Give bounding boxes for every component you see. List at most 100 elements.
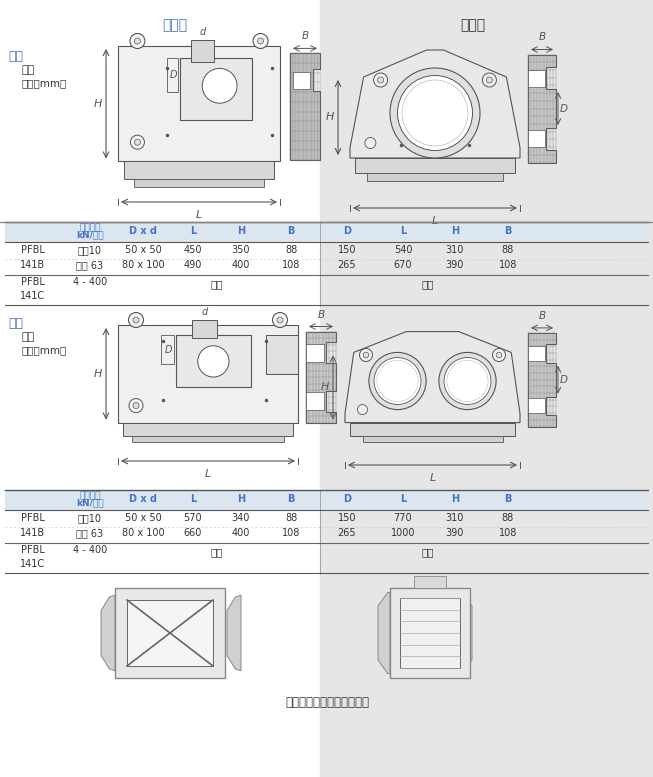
Text: D: D: [343, 494, 351, 504]
Bar: [528, 130, 545, 148]
Circle shape: [135, 38, 140, 44]
Circle shape: [374, 73, 388, 87]
Text: PFBL: PFBL: [21, 513, 45, 523]
Text: 340: 340: [232, 513, 250, 523]
Bar: [306, 392, 324, 409]
Text: 最大 63: 最大 63: [76, 260, 104, 270]
Bar: [390, 588, 470, 678]
Text: kN/压头: kN/压头: [76, 230, 104, 239]
Circle shape: [253, 33, 268, 48]
Text: H: H: [237, 494, 245, 504]
Text: 定制: 定制: [421, 547, 434, 557]
Text: 4 - 400: 4 - 400: [73, 545, 107, 555]
Circle shape: [439, 353, 496, 409]
Bar: [0, 0, 320, 777]
Polygon shape: [306, 332, 336, 423]
Text: 570: 570: [183, 513, 202, 523]
Circle shape: [483, 73, 496, 87]
Text: 固定轴: 固定轴: [163, 18, 187, 32]
Text: 尺寸: 尺寸: [8, 317, 23, 330]
Text: H: H: [94, 369, 102, 378]
Text: 660: 660: [183, 528, 202, 538]
Text: PFBL: PFBL: [21, 245, 45, 255]
Bar: [528, 399, 545, 413]
Circle shape: [492, 349, 505, 361]
Bar: [350, 423, 515, 436]
Text: D x d: D x d: [129, 226, 157, 236]
Circle shape: [198, 346, 229, 377]
Text: 最小10: 最小10: [78, 513, 102, 523]
Bar: [118, 46, 280, 162]
Bar: [355, 158, 515, 173]
Text: D x d: D x d: [129, 494, 157, 504]
Text: 490: 490: [183, 260, 202, 270]
Bar: [191, 40, 214, 62]
Circle shape: [257, 38, 264, 44]
Text: 尺寸（mm）: 尺寸（mm）: [22, 78, 67, 88]
Text: 108: 108: [282, 260, 300, 270]
Text: B: B: [287, 226, 295, 236]
Text: PFBL: PFBL: [21, 545, 45, 555]
Bar: [167, 57, 178, 92]
Text: B: B: [287, 494, 295, 504]
Bar: [192, 320, 217, 338]
Circle shape: [135, 139, 140, 145]
Text: d: d: [199, 27, 205, 37]
Text: 50 x 50: 50 x 50: [125, 513, 161, 523]
Text: D: D: [560, 103, 568, 113]
Text: 141B: 141B: [20, 260, 46, 270]
Bar: [118, 325, 298, 423]
Text: 108: 108: [499, 260, 517, 270]
Text: D: D: [165, 345, 172, 355]
Text: H: H: [451, 226, 459, 236]
Text: B: B: [317, 309, 325, 319]
Circle shape: [486, 77, 492, 83]
Text: H: H: [94, 99, 102, 109]
Circle shape: [374, 357, 421, 405]
Text: 141B: 141B: [20, 528, 46, 538]
Text: B: B: [504, 226, 512, 236]
Text: D: D: [169, 70, 177, 80]
Bar: [266, 336, 298, 375]
Bar: [528, 346, 545, 361]
Circle shape: [365, 138, 376, 148]
Circle shape: [357, 405, 368, 415]
Polygon shape: [528, 54, 556, 162]
Polygon shape: [290, 54, 320, 160]
Bar: [133, 435, 283, 442]
Bar: [5, 490, 648, 510]
Text: 540: 540: [394, 245, 412, 255]
Bar: [161, 336, 174, 364]
Circle shape: [133, 317, 139, 323]
Bar: [306, 344, 324, 361]
Circle shape: [398, 75, 473, 151]
Polygon shape: [460, 593, 472, 674]
Circle shape: [130, 33, 145, 48]
Bar: [180, 57, 253, 120]
Circle shape: [496, 352, 502, 357]
Text: L: L: [400, 226, 406, 236]
Text: L: L: [205, 469, 211, 479]
Text: 最小10: 最小10: [78, 245, 102, 255]
Text: 141C: 141C: [20, 559, 46, 569]
Text: 50 x 50: 50 x 50: [125, 245, 161, 255]
Circle shape: [369, 353, 426, 409]
Circle shape: [133, 402, 139, 409]
Text: H: H: [326, 113, 334, 123]
Bar: [362, 436, 503, 442]
Text: 770: 770: [394, 513, 412, 523]
Circle shape: [444, 357, 491, 405]
Text: D: D: [560, 375, 568, 385]
Text: 108: 108: [499, 528, 517, 538]
Text: d: d: [201, 307, 208, 317]
Text: 400: 400: [232, 260, 250, 270]
Text: 尺寸: 尺寸: [8, 50, 23, 63]
Text: 单辊: 单辊: [22, 65, 35, 75]
Text: 最大 63: 最大 63: [76, 528, 104, 538]
Text: 265: 265: [338, 260, 357, 270]
Text: 尺寸（mm）: 尺寸（mm）: [22, 345, 67, 355]
Text: L: L: [432, 216, 438, 226]
Polygon shape: [227, 595, 241, 671]
Circle shape: [277, 317, 283, 323]
Circle shape: [377, 77, 383, 83]
